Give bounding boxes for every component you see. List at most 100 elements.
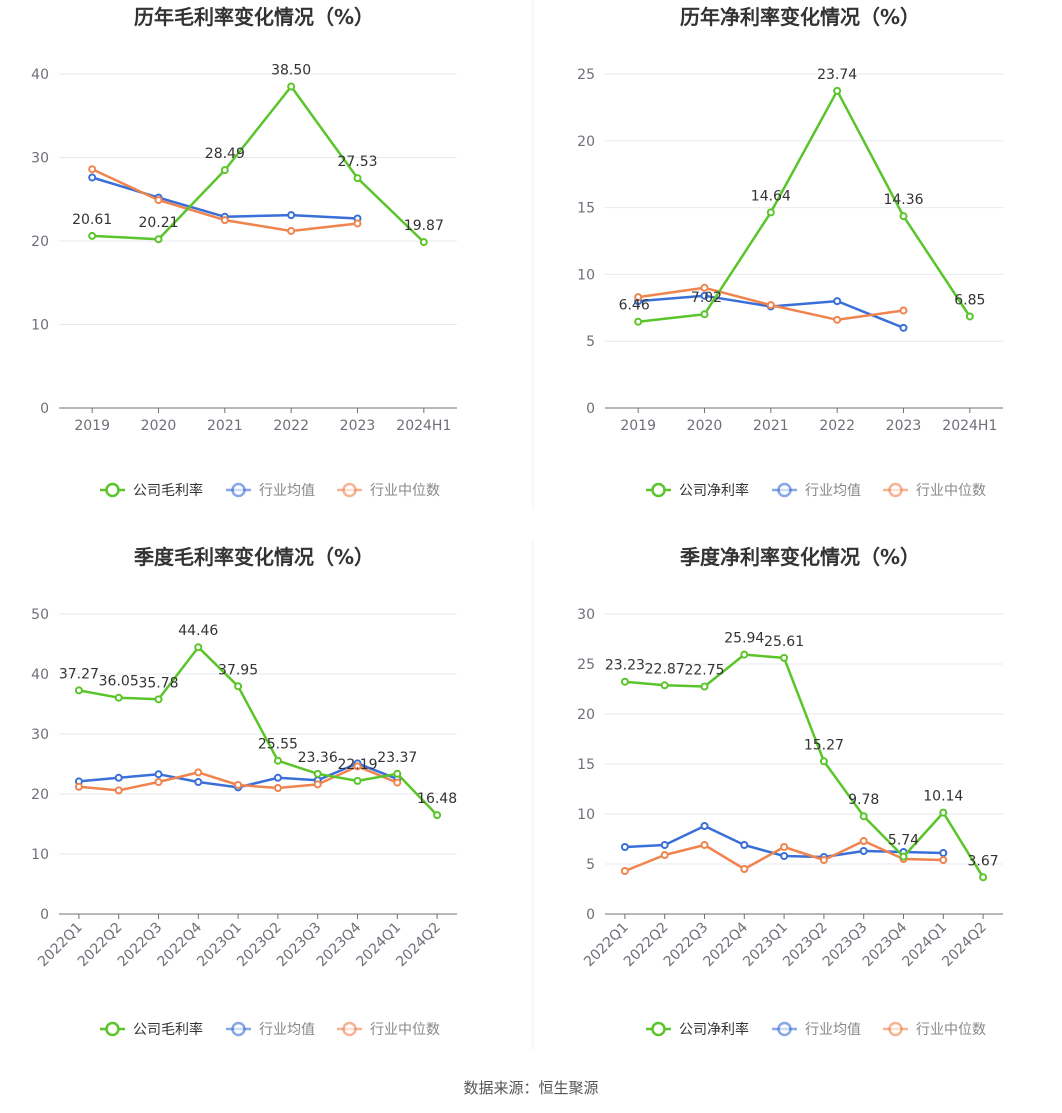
data-point[interactable] — [234, 682, 243, 691]
legend-marker — [651, 482, 666, 498]
data-point[interactable] — [194, 768, 203, 777]
data-point[interactable] — [780, 852, 789, 860]
data-point[interactable] — [833, 297, 842, 306]
data-point[interactable] — [780, 843, 789, 851]
data-point[interactable] — [700, 682, 709, 691]
y-tick-label: 20 — [577, 707, 595, 723]
data-point[interactable] — [660, 681, 669, 690]
data-point[interactable] — [740, 650, 749, 659]
data-point[interactable] — [74, 686, 83, 695]
data-point[interactable] — [939, 808, 948, 817]
data-point[interactable] — [114, 786, 123, 795]
data-point[interactable] — [634, 293, 643, 302]
data-point[interactable] — [819, 856, 828, 864]
data-point[interactable] — [88, 165, 97, 174]
data-point[interactable] — [393, 778, 402, 787]
data-point[interactable] — [740, 841, 749, 849]
data-point[interactable] — [899, 323, 908, 332]
legend-item-3[interactable]: 行业中位数 — [337, 1021, 440, 1038]
data-point[interactable] — [287, 82, 296, 91]
data-point[interactable] — [766, 208, 775, 217]
legend-item-2[interactable]: 行业均值 — [772, 482, 861, 499]
data-point[interactable] — [88, 231, 97, 240]
data-point[interactable] — [899, 852, 908, 861]
data-point[interactable] — [620, 843, 629, 851]
data-point[interactable] — [859, 837, 868, 845]
data-point[interactable] — [220, 216, 229, 225]
data-point[interactable] — [433, 811, 442, 820]
data-point[interactable] — [700, 291, 709, 300]
data-point[interactable] — [899, 212, 908, 221]
data-point[interactable] — [234, 781, 243, 789]
legend-item-3[interactable]: 行业中位数 — [883, 482, 986, 499]
data-point[interactable] — [700, 822, 709, 830]
data-label: 37.27 — [59, 666, 99, 682]
legend-item-2[interactable]: 行业均值 — [772, 1021, 861, 1038]
data-point[interactable] — [634, 317, 643, 326]
y-tick-label: 10 — [577, 807, 595, 823]
legend-item-1[interactable]: 公司净利率 — [646, 482, 749, 499]
data-point[interactable] — [88, 173, 97, 182]
data-point[interactable] — [660, 841, 669, 849]
y-tick-label: 20 — [31, 234, 49, 250]
legend-item-3[interactable]: 行业中位数 — [883, 1021, 986, 1038]
data-point[interactable] — [313, 769, 322, 778]
data-point[interactable] — [194, 643, 203, 652]
data-point[interactable] — [114, 693, 123, 702]
data-point[interactable] — [939, 856, 948, 864]
data-point[interactable] — [700, 283, 709, 292]
data-point[interactable] — [780, 653, 789, 662]
data-point[interactable] — [220, 166, 229, 175]
data-point[interactable] — [353, 174, 362, 183]
legend-item-1[interactable]: 公司毛利率 — [100, 1021, 203, 1038]
x-tick-label: 2024Q2 — [939, 920, 990, 971]
data-point[interactable] — [74, 782, 83, 791]
data-point[interactable] — [114, 773, 123, 782]
y-tick-label: 15 — [577, 201, 595, 217]
data-label: 23.36 — [298, 750, 338, 766]
data-point[interactable] — [154, 235, 163, 244]
data-label: 36.05 — [99, 674, 139, 690]
legend-label: 行业中位数 — [916, 483, 986, 499]
data-point[interactable] — [660, 851, 669, 859]
data-point[interactable] — [700, 841, 709, 849]
data-point[interactable] — [154, 196, 163, 205]
data-point[interactable] — [620, 677, 629, 686]
data-point[interactable] — [740, 865, 749, 873]
data-point[interactable] — [620, 867, 629, 875]
data-point[interactable] — [700, 310, 709, 319]
legend-item-2[interactable]: 行业均值 — [226, 1021, 315, 1038]
data-point[interactable] — [273, 756, 282, 765]
legend-item-1[interactable]: 公司毛利率 — [100, 482, 203, 499]
data-point[interactable] — [859, 847, 868, 855]
legend-item-3[interactable]: 行业中位数 — [337, 482, 440, 499]
data-point[interactable] — [154, 770, 163, 779]
legend-marker — [105, 482, 120, 498]
data-point[interactable] — [313, 780, 322, 789]
legend-marker — [231, 1021, 246, 1037]
data-point[interactable] — [833, 315, 842, 324]
data-point[interactable] — [393, 769, 402, 778]
data-point[interactable] — [965, 312, 974, 321]
data-point[interactable] — [939, 849, 948, 857]
data-point[interactable] — [979, 873, 988, 882]
data-point[interactable] — [353, 776, 362, 785]
data-point[interactable] — [833, 86, 842, 95]
data-point[interactable] — [819, 757, 828, 766]
data-point[interactable] — [154, 778, 163, 786]
data-point[interactable] — [273, 773, 282, 782]
data-point[interactable] — [859, 812, 868, 821]
data-point[interactable] — [287, 211, 296, 220]
data-point[interactable] — [194, 778, 203, 786]
data-point[interactable] — [273, 784, 282, 792]
data-point[interactable] — [154, 695, 163, 704]
data-point[interactable] — [766, 301, 775, 310]
data-point[interactable] — [899, 306, 908, 315]
data-point[interactable] — [353, 762, 362, 771]
legend-item-2[interactable]: 行业均值 — [226, 482, 315, 499]
data-point[interactable] — [419, 238, 428, 247]
data-label: 22.19 — [337, 757, 377, 773]
legend-item-1[interactable]: 公司净利率 — [646, 1021, 749, 1038]
data-point[interactable] — [287, 226, 296, 235]
data-point[interactable] — [353, 219, 362, 228]
